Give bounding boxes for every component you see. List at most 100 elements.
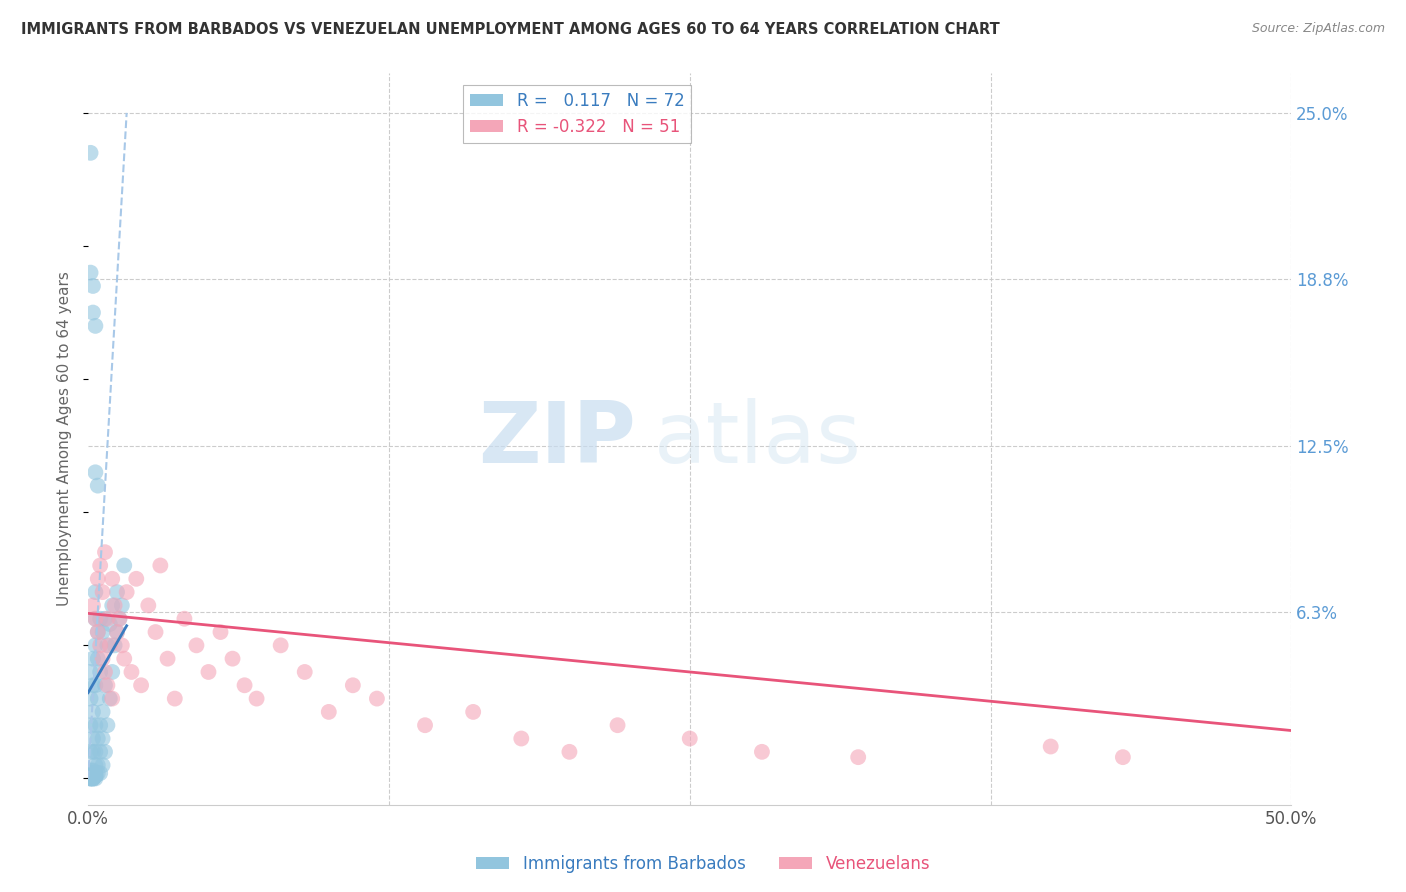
Point <box>413 718 436 732</box>
Point <box>79 745 101 759</box>
Text: IMMIGRANTS FROM BARBADOS VS VENEZUELAN UNEMPLOYMENT AMONG AGES 60 TO 64 YEARS CO: IMMIGRANTS FROM BARBADOS VS VENEZUELAN U… <box>21 22 1000 37</box>
Point <box>79 772 101 786</box>
Point <box>108 612 131 626</box>
Point <box>1039 739 1062 754</box>
Point <box>87 625 110 640</box>
Point <box>84 766 107 780</box>
Point <box>98 617 121 632</box>
Point <box>111 599 134 613</box>
Point <box>91 705 114 719</box>
Point <box>87 478 110 492</box>
Point <box>87 651 110 665</box>
Point <box>91 625 114 640</box>
Point <box>1112 750 1135 764</box>
Point <box>96 638 118 652</box>
Point <box>82 764 104 778</box>
Point <box>89 638 111 652</box>
Point <box>96 678 118 692</box>
Point <box>111 638 134 652</box>
Point <box>270 638 292 652</box>
Point <box>79 266 101 280</box>
Point <box>84 585 107 599</box>
Point <box>84 638 107 652</box>
Point <box>87 758 110 772</box>
Point <box>105 625 128 640</box>
Point <box>79 769 101 783</box>
Point <box>145 625 167 640</box>
Point <box>366 691 388 706</box>
Point <box>112 651 135 665</box>
Point <box>96 612 118 626</box>
Point <box>84 612 107 626</box>
Point <box>79 665 101 679</box>
Point <box>82 279 104 293</box>
Point <box>121 665 143 679</box>
Point <box>197 665 219 679</box>
Point <box>318 705 340 719</box>
Point <box>84 318 107 333</box>
Point <box>82 599 104 613</box>
Point <box>82 651 104 665</box>
Point <box>79 145 101 160</box>
Point <box>129 678 152 692</box>
Point <box>89 612 111 626</box>
Point <box>94 545 117 559</box>
Point <box>94 745 117 759</box>
Point <box>108 612 131 626</box>
Point <box>79 772 101 786</box>
Point <box>94 612 117 626</box>
Point <box>84 612 107 626</box>
Point <box>105 625 128 640</box>
Point <box>173 612 195 626</box>
Point <box>233 678 256 692</box>
Point <box>101 572 124 586</box>
Point <box>149 558 172 573</box>
Point <box>79 772 101 786</box>
Point <box>463 705 485 719</box>
Point <box>558 745 581 759</box>
Point <box>84 769 107 783</box>
Point <box>101 599 124 613</box>
Point <box>104 599 127 613</box>
Point <box>82 769 104 783</box>
Text: ZIP: ZIP <box>478 398 636 481</box>
Point <box>156 651 179 665</box>
Point <box>679 731 702 746</box>
Point <box>84 758 107 772</box>
Legend: Immigrants from Barbados, Venezuelans: Immigrants from Barbados, Venezuelans <box>470 848 936 880</box>
Point <box>79 769 101 783</box>
Point <box>84 769 107 783</box>
Point <box>342 678 364 692</box>
Point <box>209 625 232 640</box>
Point <box>510 731 533 746</box>
Point <box>246 691 269 706</box>
Point <box>91 585 114 599</box>
Point <box>87 691 110 706</box>
Point <box>96 718 118 732</box>
Point <box>79 766 101 780</box>
Point <box>91 731 114 746</box>
Point <box>82 766 104 780</box>
Point <box>84 769 107 783</box>
Point <box>89 558 111 573</box>
Point <box>846 750 869 764</box>
Point <box>94 665 117 679</box>
Point <box>82 731 104 746</box>
Point <box>82 678 104 692</box>
Point <box>101 665 124 679</box>
Point <box>91 758 114 772</box>
Point <box>82 769 104 783</box>
Point <box>82 705 104 719</box>
Point <box>84 772 107 786</box>
Point <box>136 599 159 613</box>
Point <box>163 691 186 706</box>
Point <box>82 772 104 786</box>
Point <box>82 772 104 786</box>
Point <box>87 766 110 780</box>
Point <box>82 745 104 759</box>
Point <box>82 305 104 319</box>
Point <box>87 731 110 746</box>
Point <box>84 678 107 692</box>
Point <box>115 585 138 599</box>
Point <box>89 665 111 679</box>
